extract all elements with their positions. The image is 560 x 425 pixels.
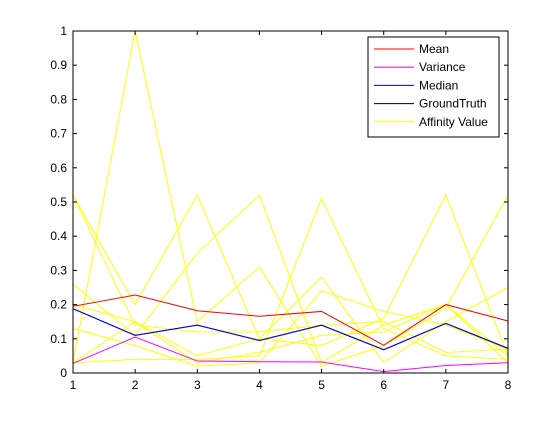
y-tick-label: 0.5 xyxy=(50,195,67,209)
series-line-variance xyxy=(72,336,509,373)
affinity-value-line-4 xyxy=(72,276,509,364)
series-line-mean xyxy=(72,294,509,346)
x-tick-label: 4 xyxy=(256,378,263,392)
y-tick-label: 0.4 xyxy=(50,229,67,243)
x-tick-label: 3 xyxy=(194,378,201,392)
affinity-value-line-2 xyxy=(72,194,509,364)
y-tick-label: 0 xyxy=(60,366,67,380)
legend-label-median: Median xyxy=(419,78,458,92)
y-tick-label: 0.3 xyxy=(50,263,67,277)
x-tick-label: 6 xyxy=(380,378,387,392)
legend-label-affinity-value: Affinity Value xyxy=(419,115,488,129)
y-tick-label: 0.1 xyxy=(50,332,67,346)
legend: Mean Variance Median GroundTruth Affinity Va… xyxy=(367,36,500,138)
affinity-value-line-7 xyxy=(72,194,509,353)
y-tick-label: 0.8 xyxy=(50,92,67,106)
x-tick-label: 7 xyxy=(443,378,450,392)
affinity-value-line-5 xyxy=(72,290,509,367)
affinity-value-line-3 xyxy=(72,30,509,367)
x-tick-label: 5 xyxy=(318,378,325,392)
data-lines xyxy=(72,30,509,373)
series-line-median xyxy=(72,308,509,351)
axes: 1 2 3 4 5 6 7 8 0 0.1 0.2 0.3 0.4 0.5 0.6 0.7 0.8 0.9 1 xyxy=(50,24,511,392)
y-tick-label: 0.6 xyxy=(50,161,67,175)
x-tick-label: 8 xyxy=(505,378,512,392)
x-tick-label: 1 xyxy=(70,378,77,392)
legend-label-groundtruth: GroundTruth xyxy=(419,97,487,111)
series-line-affinity-value xyxy=(72,193,509,357)
legend-label-variance: Variance xyxy=(419,60,466,74)
y-tick-label: 0.2 xyxy=(50,298,67,312)
y-tick-label: 0.9 xyxy=(50,58,67,72)
y-tick-label: 1 xyxy=(60,24,67,38)
legend-label-mean: Mean xyxy=(419,42,449,56)
legend-box xyxy=(367,36,500,138)
affinity-value-line-8 xyxy=(72,304,509,364)
x-tick-label: 2 xyxy=(132,378,139,392)
affinity-value-line-6 xyxy=(72,197,509,364)
y-tick-label: 0.7 xyxy=(50,127,67,141)
